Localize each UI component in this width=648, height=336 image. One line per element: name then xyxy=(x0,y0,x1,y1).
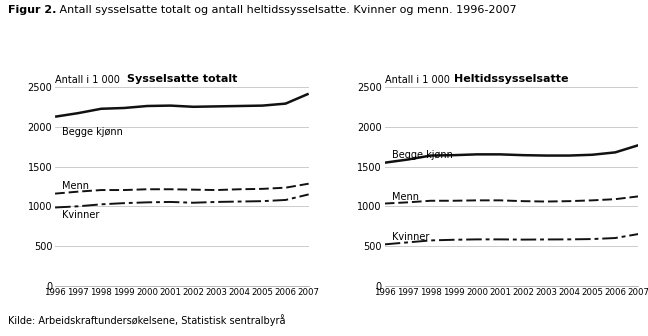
Text: Antall i 1 000: Antall i 1 000 xyxy=(55,75,120,85)
Text: Antall i 1 000: Antall i 1 000 xyxy=(385,75,450,85)
Text: Menn: Menn xyxy=(62,181,89,191)
Text: Menn: Menn xyxy=(391,192,419,202)
Text: Kilde: Arbeidskraftundersøkelsene, Statistisk sentralbyrå: Kilde: Arbeidskraftundersøkelsene, Stati… xyxy=(8,314,286,326)
Title: Heltidssysselsatte: Heltidssysselsatte xyxy=(454,74,569,84)
Text: Kvinner: Kvinner xyxy=(62,210,99,220)
Text: Antall sysselsatte totalt og antall heltidssysselsatte. Kvinner og menn. 1996-20: Antall sysselsatte totalt og antall helt… xyxy=(56,5,516,15)
Text: Kvinner: Kvinner xyxy=(391,233,429,242)
Title: Sysselsatte totalt: Sysselsatte totalt xyxy=(126,74,237,84)
Text: Begge kjønn: Begge kjønn xyxy=(62,127,123,137)
Text: Figur 2.: Figur 2. xyxy=(8,5,57,15)
Text: Begge kjønn: Begge kjønn xyxy=(391,150,452,160)
